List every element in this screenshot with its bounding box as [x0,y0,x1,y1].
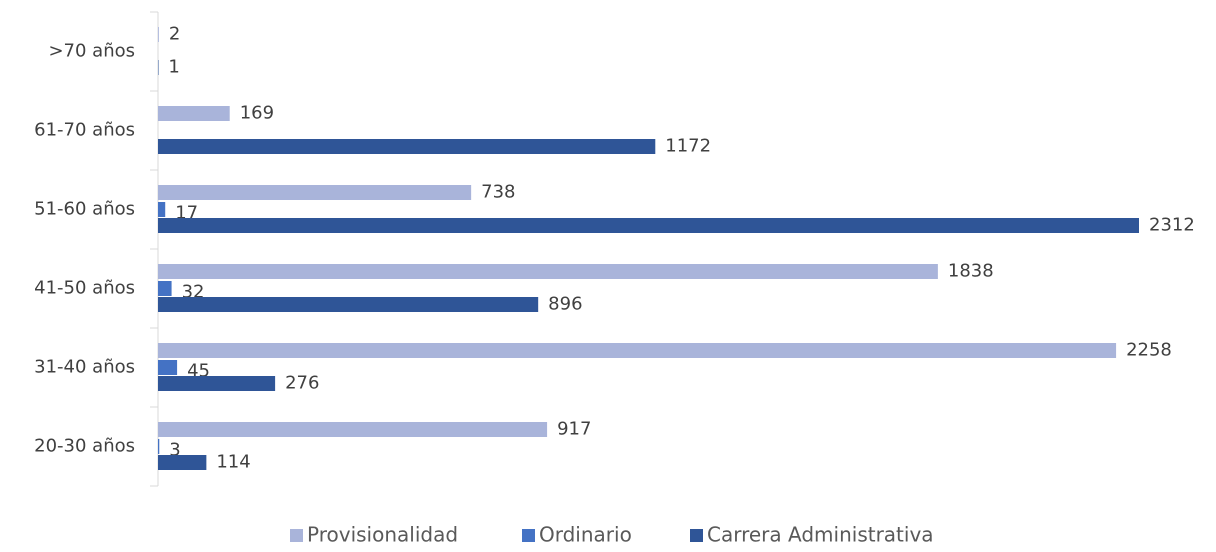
bar [158,27,159,42]
category-label: 61-70 años [34,120,135,141]
bar [158,185,472,200]
bar [158,376,276,391]
category-label: 20-30 años [34,436,135,457]
bar [158,202,166,217]
value-label: 1172 [665,136,711,157]
value-label: 3 [169,440,180,461]
legend-label: Carrera Administrativa [707,523,934,547]
value-label: 2 [169,24,180,45]
value-label: 2312 [1149,215,1195,236]
legend-label: Provisionalidad [307,523,458,547]
legend-swatch [522,529,535,542]
bar [158,264,938,279]
value-label: 169 [240,103,274,124]
legend-label: Ordinario [539,523,632,547]
category-label: 41-50 años [34,278,135,299]
bar [158,281,172,296]
value-label: 738 [481,182,515,203]
value-label: 1838 [948,261,994,282]
bar [158,139,656,154]
bar [158,439,160,454]
value-label: 917 [557,419,591,440]
value-label: 2258 [1126,340,1172,361]
legend-swatch [690,529,703,542]
category-label: 51-60 años [34,199,135,220]
value-label: 896 [548,294,582,315]
bar [158,360,178,375]
value-label: 276 [285,373,319,394]
category-label: >70 años [48,41,135,62]
bar [158,455,207,470]
bar [158,297,539,312]
bar [158,106,230,121]
bar [158,422,548,437]
value-label: 114 [216,452,250,473]
legend-swatch [290,529,303,542]
bar [158,60,159,75]
category-label: 31-40 años [34,357,135,378]
bar [158,218,1139,233]
value-label: 1 [168,57,179,78]
bar [158,343,1117,358]
